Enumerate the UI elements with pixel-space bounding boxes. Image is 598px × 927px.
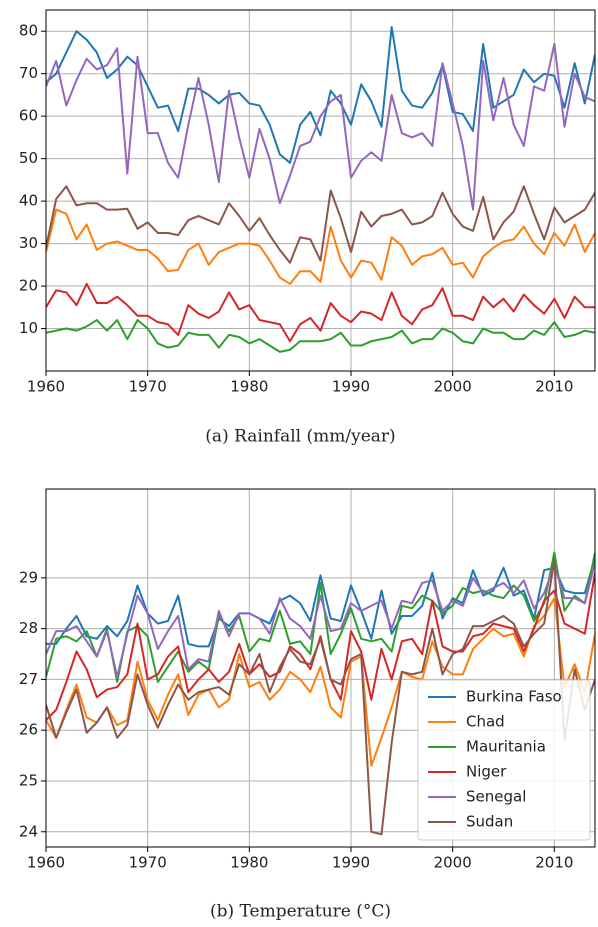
x-tick-label: 2010: [535, 378, 573, 396]
x-tick-label: 2010: [535, 854, 573, 872]
series-line: [46, 597, 595, 767]
series-line: [46, 559, 595, 836]
legend: Burkina Faso Chad Mauritania Niger Senegal Su…: [417, 679, 591, 841]
series-line: [46, 562, 595, 678]
x-tick-label: 1980: [230, 854, 268, 872]
legend-label: Niger: [466, 763, 507, 781]
legend-label: Burkina Faso: [466, 688, 562, 706]
y-tick-label: 80: [19, 22, 38, 40]
y-tick-label: 40: [19, 192, 38, 210]
subplot: 1960 1970 1980 1990 2000 20101020304050607080…: [19, 9, 596, 447]
y-tick-label: 24: [19, 822, 38, 840]
x-tick-label: 1970: [129, 378, 167, 396]
y-tick-label: 29: [19, 568, 38, 586]
series-line: [46, 42, 595, 211]
series-line: [46, 282, 595, 343]
y-tick-label: 50: [19, 149, 38, 167]
y-tick-label: 60: [19, 107, 38, 125]
series-line: [46, 185, 595, 264]
axes-frame: [45, 488, 596, 848]
series-line: [46, 208, 595, 285]
y-tick-label: 27: [19, 670, 38, 688]
x-tick-label: 1970: [129, 854, 167, 872]
series-line: [46, 572, 595, 721]
legend-label: Sudan: [466, 813, 513, 831]
subplot: 1960 1970 1980 1990 2000 2010 24 25 26 27 28 29 (b) …: [19, 488, 596, 922]
x-tick-label: 1990: [332, 378, 370, 396]
caption: (a) Rainfall (mm/year): [205, 427, 395, 447]
x-tick-label: 1980: [230, 378, 268, 396]
x-tick-label: 1990: [332, 854, 370, 872]
y-tick-label: 25: [19, 771, 38, 789]
axes-frame: [45, 9, 596, 372]
y-tick-label: 26: [19, 721, 38, 739]
y-tick-label: 70: [19, 64, 38, 82]
x-tick-label: 1960: [27, 378, 65, 396]
series-line: [46, 319, 595, 353]
x-tick-label: 1960: [27, 854, 65, 872]
legend-label: Mauritania: [466, 738, 546, 756]
legend-box: [417, 679, 591, 841]
y-tick-label: 28: [19, 619, 38, 637]
series-line: [46, 25, 595, 164]
legend-label: Senegal: [466, 788, 526, 806]
series-line: [46, 557, 595, 648]
x-tick-label: 2000: [434, 854, 472, 872]
legend-label: Chad: [466, 713, 505, 731]
caption: (b) Temperature (°C): [210, 902, 391, 922]
y-tick-label: 30: [19, 234, 38, 252]
x-tick-label: 2000: [434, 378, 472, 396]
y-tick-label: 10: [19, 319, 38, 337]
y-tick-label: 20: [19, 277, 38, 295]
